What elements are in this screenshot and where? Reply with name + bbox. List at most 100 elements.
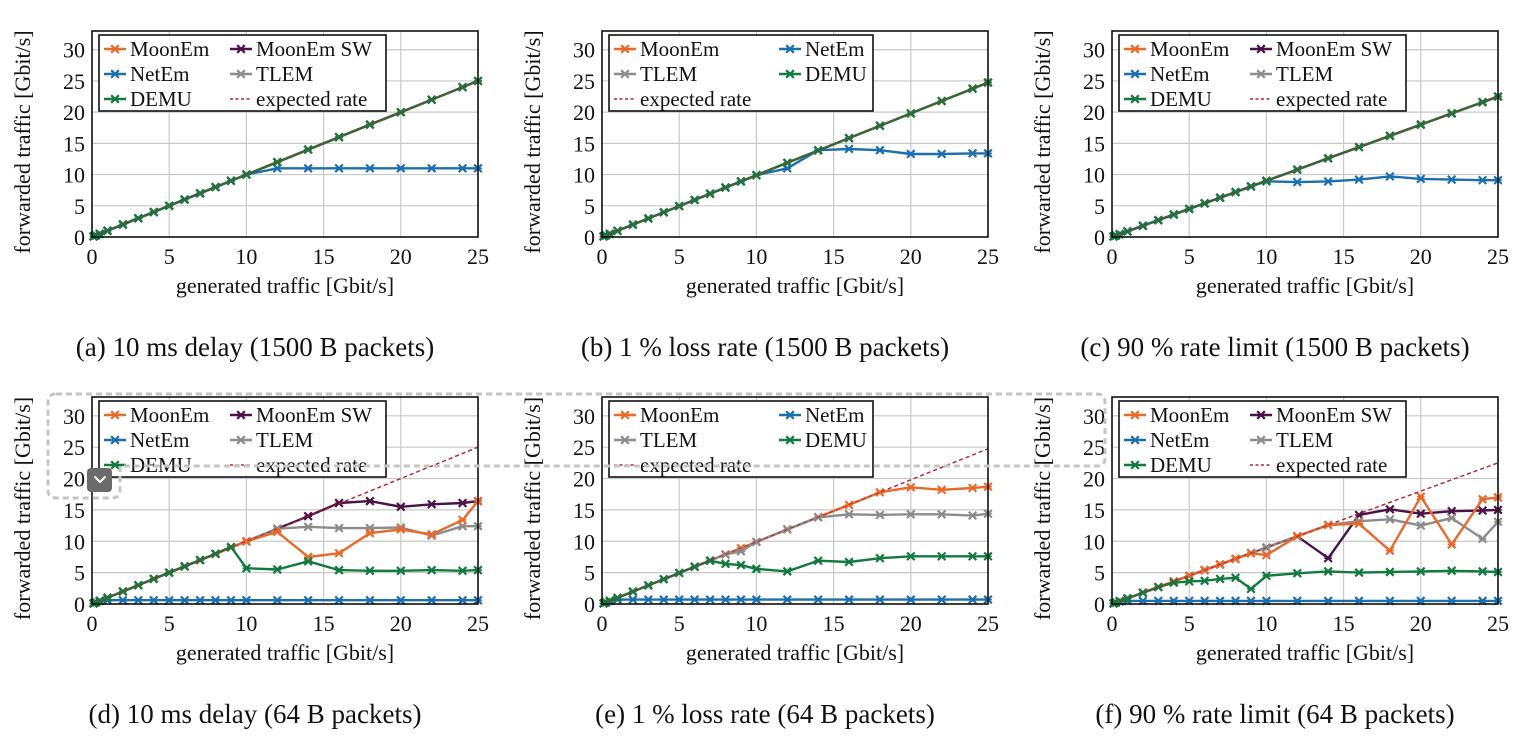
data-point xyxy=(906,149,916,159)
x-tick-label: 25 xyxy=(1487,244,1509,269)
data-point xyxy=(844,509,854,519)
legend-item-demu: DEMU xyxy=(104,87,192,111)
data-point xyxy=(1385,546,1395,556)
legend: MoonEm MoonEm SW NetEm TLEM DEMU expected rat… xyxy=(98,34,387,112)
data-point xyxy=(334,565,344,575)
legend-label: MoonEm SW xyxy=(256,403,372,427)
y-tick-label: 5 xyxy=(1094,561,1105,586)
data-point xyxy=(164,595,174,605)
y-tick-label: 25 xyxy=(63,435,85,460)
data-point xyxy=(303,522,313,532)
data-point xyxy=(241,169,251,180)
x-tick-label: 25 xyxy=(467,244,489,269)
series-line xyxy=(603,512,989,605)
data-point xyxy=(1416,120,1426,130)
x-tick-label: 5 xyxy=(674,244,685,269)
data-point xyxy=(967,148,978,158)
data-point xyxy=(844,595,854,605)
expected-rate-overlay xyxy=(601,81,989,238)
data-point xyxy=(705,595,715,605)
data-point xyxy=(875,121,885,131)
series-line xyxy=(1113,516,1499,605)
data-point xyxy=(1416,521,1426,531)
data-point xyxy=(1416,566,1426,576)
data-point xyxy=(720,595,731,605)
y-tick-label: 0 xyxy=(1094,592,1105,617)
x-tick-label: 0 xyxy=(1107,244,1118,269)
legend-marker xyxy=(1130,44,1140,54)
caption-b: (b) 1 % loss rate (1500 B packets) xyxy=(580,332,950,362)
data-point xyxy=(226,542,236,552)
series-tlem xyxy=(598,509,993,608)
series-demu xyxy=(88,542,483,608)
legend-marker xyxy=(1130,460,1140,470)
data-point xyxy=(457,595,468,605)
x-tick-label: 0 xyxy=(87,611,98,636)
y-tick-label: 30 xyxy=(1083,404,1105,429)
y-tick-label: 15 xyxy=(63,131,85,156)
data-point xyxy=(628,587,638,597)
legend-item-tlem: TLEM xyxy=(1250,62,1333,86)
x-tick-label: 20 xyxy=(1410,244,1432,269)
x-tick-label: 10 xyxy=(1255,244,1277,269)
data-point xyxy=(396,595,406,605)
data-point xyxy=(457,498,468,508)
legend-marker xyxy=(236,69,246,79)
data-point xyxy=(1138,221,1148,231)
legend-marker xyxy=(1130,410,1140,420)
plot-frame xyxy=(601,30,989,238)
data-point xyxy=(195,595,205,605)
expand-button[interactable] xyxy=(87,468,112,492)
data-point xyxy=(396,502,406,512)
data-point xyxy=(1261,550,1271,560)
y-tick-label: 10 xyxy=(63,529,85,554)
data-point xyxy=(906,551,916,561)
legend-item-moonem: MoonEm xyxy=(1124,37,1229,61)
legend-label: NetEm xyxy=(1150,62,1209,86)
y-tick-label: 5 xyxy=(1094,194,1105,219)
legend-label: NetEm xyxy=(130,428,189,452)
data-point xyxy=(967,510,978,521)
x-tick-label: 15 xyxy=(313,244,335,269)
data-point xyxy=(967,551,978,561)
legend-label: TLEM xyxy=(256,428,313,452)
legend: MoonEm MoonEm SW NetEm TLEM DEMU expected rat… xyxy=(1118,400,1407,478)
data-point xyxy=(937,595,947,605)
data-point xyxy=(1477,175,1488,185)
y-tick-label: 10 xyxy=(63,163,85,188)
data-point xyxy=(1354,519,1364,529)
plot-frame xyxy=(91,30,479,238)
data-point xyxy=(1215,574,1225,584)
x-tick-label: 15 xyxy=(313,611,335,636)
y-axis-label: forwarded traffic [Gbit/s] xyxy=(1030,397,1055,620)
data-point xyxy=(365,496,375,506)
series-tlem xyxy=(1108,513,1503,609)
plot-frame xyxy=(1111,30,1499,238)
y-tick-label: 5 xyxy=(74,561,85,586)
data-point xyxy=(118,595,128,605)
data-point xyxy=(659,595,669,605)
data-point xyxy=(736,595,746,605)
data-point xyxy=(226,595,236,605)
y-tick-label: 0 xyxy=(74,592,85,617)
y-tick-label: 20 xyxy=(63,100,85,125)
legend-label: MoonEm xyxy=(130,403,209,427)
y-tick-label: 30 xyxy=(573,38,595,63)
data-point xyxy=(1416,509,1426,519)
data-point xyxy=(396,566,406,576)
data-point xyxy=(1416,174,1426,184)
y-axis-label: forwarded traffic [Gbit/s] xyxy=(1030,30,1055,253)
data-point xyxy=(906,595,916,605)
x-tick-label: 0 xyxy=(1107,611,1118,636)
data-point xyxy=(210,595,221,605)
plot-frame xyxy=(1111,396,1499,605)
data-point xyxy=(705,189,715,199)
data-point xyxy=(164,201,174,211)
legend-marker xyxy=(785,69,795,79)
data-point xyxy=(643,595,653,605)
x-tick-label: 25 xyxy=(977,244,999,269)
data-point xyxy=(1477,566,1488,576)
data-point xyxy=(1184,204,1194,214)
legend-item-expected-rate: expected rate xyxy=(1250,453,1387,477)
